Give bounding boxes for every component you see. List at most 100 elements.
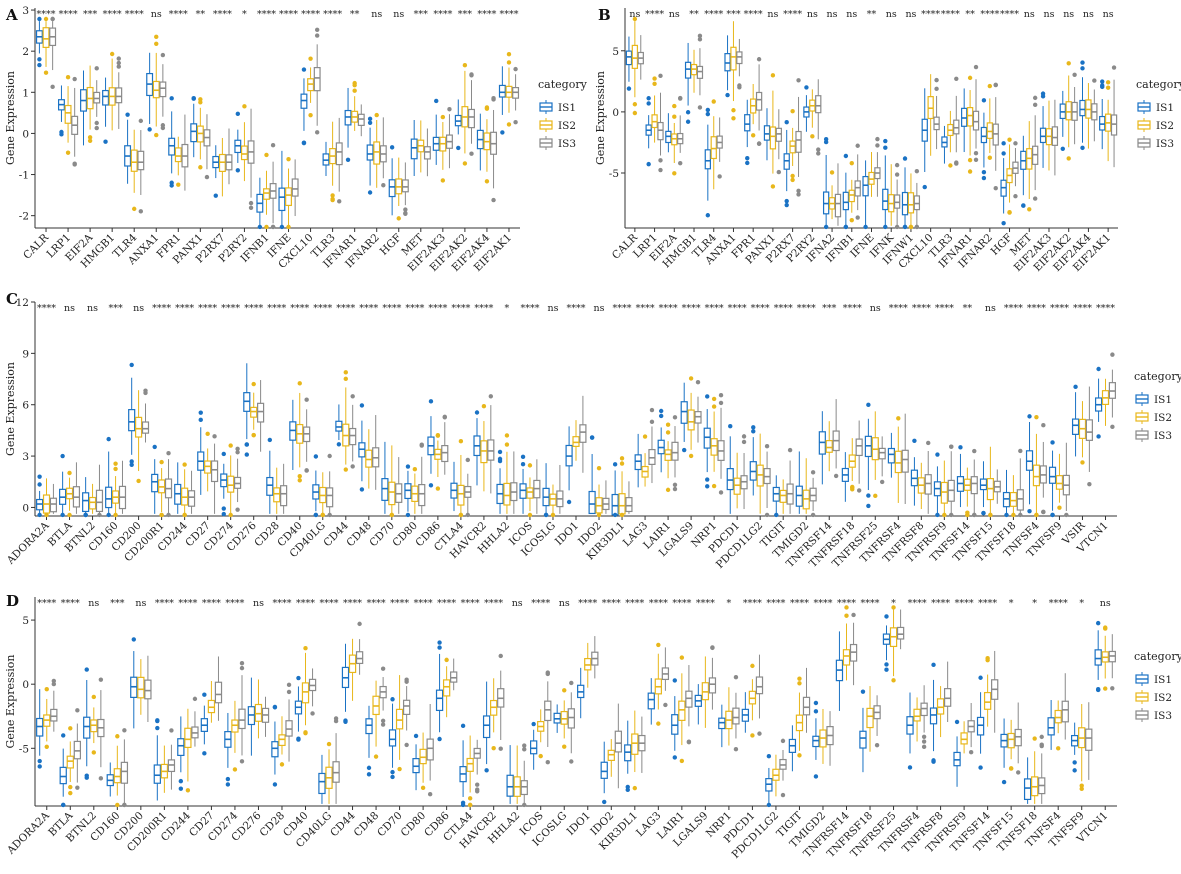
outlier-point — [790, 177, 795, 183]
outlier-point — [527, 463, 533, 468]
box-is2 — [526, 487, 534, 499]
outlier-point — [475, 782, 480, 787]
significance-label: **** — [978, 598, 997, 609]
significance-label: **** — [390, 598, 409, 609]
significance-label: **** — [499, 9, 518, 20]
outlier-point — [697, 105, 703, 110]
significance-label: **** — [267, 303, 286, 314]
outlier-point — [444, 657, 449, 663]
box-is3 — [614, 730, 622, 753]
outlier-point — [178, 778, 184, 784]
outlier-point — [1073, 384, 1078, 390]
box-is1 — [153, 764, 161, 784]
outlier-point — [154, 41, 159, 47]
outlier-point — [1032, 95, 1038, 101]
box-is1 — [763, 125, 771, 141]
box-is1 — [684, 61, 692, 79]
outlier-point — [949, 512, 954, 518]
significance-label: **** — [451, 303, 470, 314]
x-tick-label: CD44 — [321, 519, 351, 549]
outlier-point — [115, 802, 120, 808]
y-tick-label: 0 — [612, 107, 619, 119]
outlier-point — [849, 160, 854, 166]
outlier-point — [988, 512, 993, 518]
box-is3 — [809, 487, 817, 502]
outlier-point — [1080, 460, 1085, 465]
outlier-point — [790, 173, 795, 179]
outlier-point — [1021, 203, 1026, 208]
outlier-point — [978, 765, 983, 770]
outlier-point — [678, 160, 683, 166]
outlier-point — [843, 224, 849, 230]
significance-label: **** — [696, 598, 715, 609]
outlier-point — [350, 394, 355, 399]
outlier-point — [185, 788, 191, 793]
outlier-point — [1105, 85, 1111, 90]
outlier-point — [390, 769, 395, 775]
legend: category IS1 IS2 IS3 — [1134, 650, 1181, 722]
outlier-point — [1105, 80, 1111, 85]
outlier-point — [244, 452, 249, 457]
outlier-point — [419, 442, 424, 447]
box-is2 — [1055, 475, 1064, 490]
x-tick-label: CD70 — [375, 810, 405, 840]
box-is1 — [859, 730, 867, 749]
outlier-point — [301, 67, 307, 72]
box-is2 — [301, 682, 310, 704]
legend-item-is1: IS1 — [1154, 394, 1172, 406]
legend-title: category — [1134, 370, 1181, 383]
box-is2 — [184, 727, 192, 748]
outlier-point — [113, 461, 118, 466]
box-is2 — [1007, 732, 1015, 749]
outlier-point — [373, 754, 379, 759]
outlier-point — [1039, 742, 1044, 747]
box-is2 — [733, 477, 741, 495]
outlier-point — [1032, 736, 1037, 741]
outlier-point — [934, 86, 939, 92]
outlier-point — [527, 512, 533, 518]
box-is2 — [687, 409, 695, 431]
box-is1 — [435, 689, 444, 712]
outlier-point — [682, 447, 687, 453]
box-is3 — [648, 448, 656, 465]
outlier-point — [43, 16, 49, 22]
box-is1 — [151, 473, 159, 493]
significance-label: **** — [908, 598, 927, 609]
outlier-point — [462, 161, 468, 166]
outlier-point — [304, 397, 309, 402]
outlier-point — [1007, 210, 1012, 215]
outlier-point — [884, 662, 889, 667]
outlier-point — [380, 722, 386, 727]
outlier-point — [632, 785, 638, 791]
outlier-point — [129, 462, 134, 467]
outlier-point — [504, 442, 510, 447]
outlier-point — [851, 612, 856, 618]
outlier-point — [1001, 779, 1007, 785]
box-is1 — [703, 427, 711, 449]
outlier-point — [931, 662, 936, 668]
significance-label: **** — [813, 598, 832, 609]
outlier-point — [764, 444, 770, 449]
outlier-point — [61, 802, 66, 808]
outlier-point — [520, 462, 526, 467]
outlier-point — [1079, 783, 1084, 788]
panel-letter: A — [5, 6, 18, 24]
outlier-point — [751, 425, 756, 430]
outlier-point — [907, 765, 913, 770]
outlier-point — [94, 125, 99, 131]
outlier-point — [1034, 512, 1039, 518]
significance-label: **** — [1004, 303, 1023, 314]
box-is2 — [174, 147, 182, 163]
outlier-point — [1057, 505, 1062, 510]
outlier-point — [169, 728, 174, 733]
outlier-point — [1095, 620, 1101, 626]
significance-label: **** — [405, 303, 424, 314]
outlier-point — [154, 132, 159, 138]
outlier-point — [1066, 61, 1071, 66]
outlier-point — [756, 57, 762, 62]
significance-label: **** — [955, 598, 974, 609]
x-tick-label: IDO1 — [553, 520, 581, 548]
significance-label: *** — [822, 303, 837, 314]
box-is3 — [685, 690, 693, 708]
box-is2 — [285, 187, 292, 207]
